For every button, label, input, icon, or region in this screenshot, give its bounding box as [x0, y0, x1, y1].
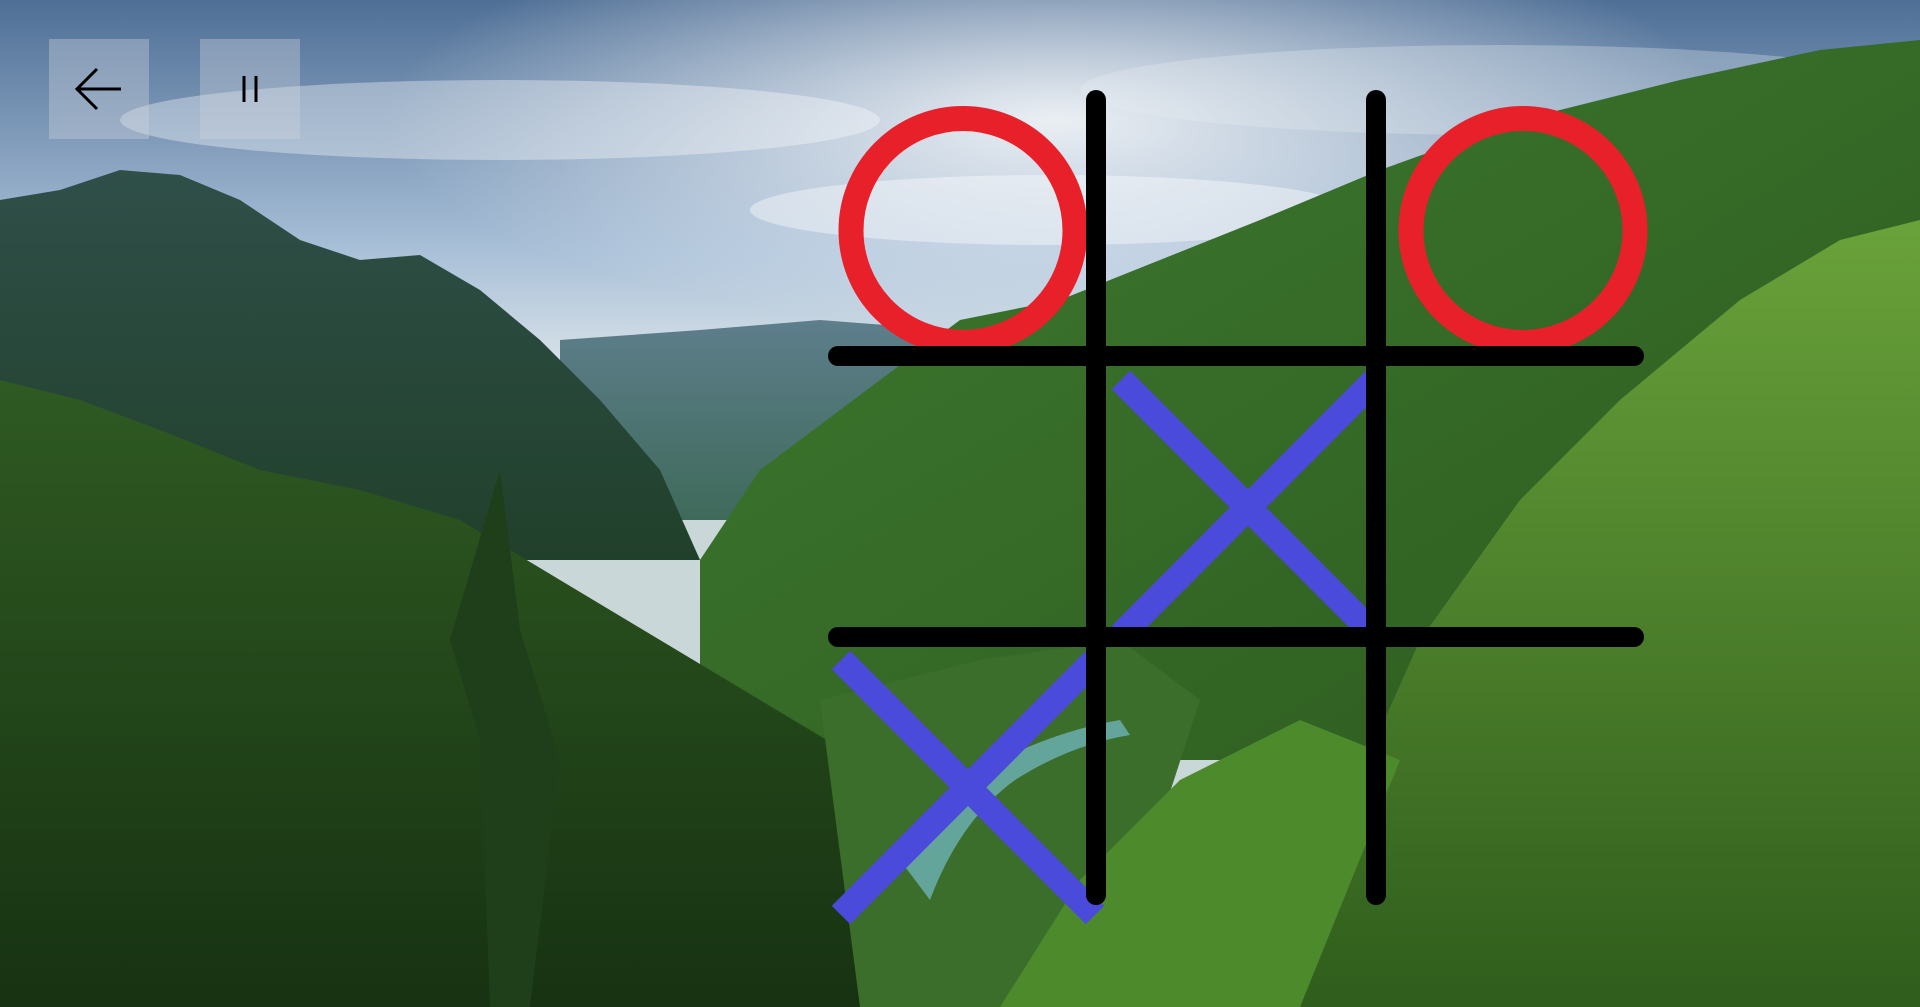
board-cell-r1c0[interactable]: [833, 375, 1103, 640]
arrow-left-icon: [74, 67, 121, 111]
board-cell-r0c1[interactable]: [1113, 95, 1383, 360]
board-cell-r1c2[interactable]: [1393, 375, 1663, 640]
back-button[interactable]: [49, 39, 149, 139]
board-cell-r0c2[interactable]: [1393, 95, 1663, 360]
pause-button[interactable]: [200, 39, 300, 139]
pause-icon: [242, 76, 258, 102]
board-cell-r0c0[interactable]: [833, 95, 1103, 360]
board-cell-r1c1[interactable]: [1113, 375, 1383, 640]
board-cell-r2c1[interactable]: [1113, 655, 1383, 920]
board-cell-r2c0[interactable]: [833, 655, 1103, 920]
board-cell-r2c2[interactable]: [1393, 655, 1663, 920]
